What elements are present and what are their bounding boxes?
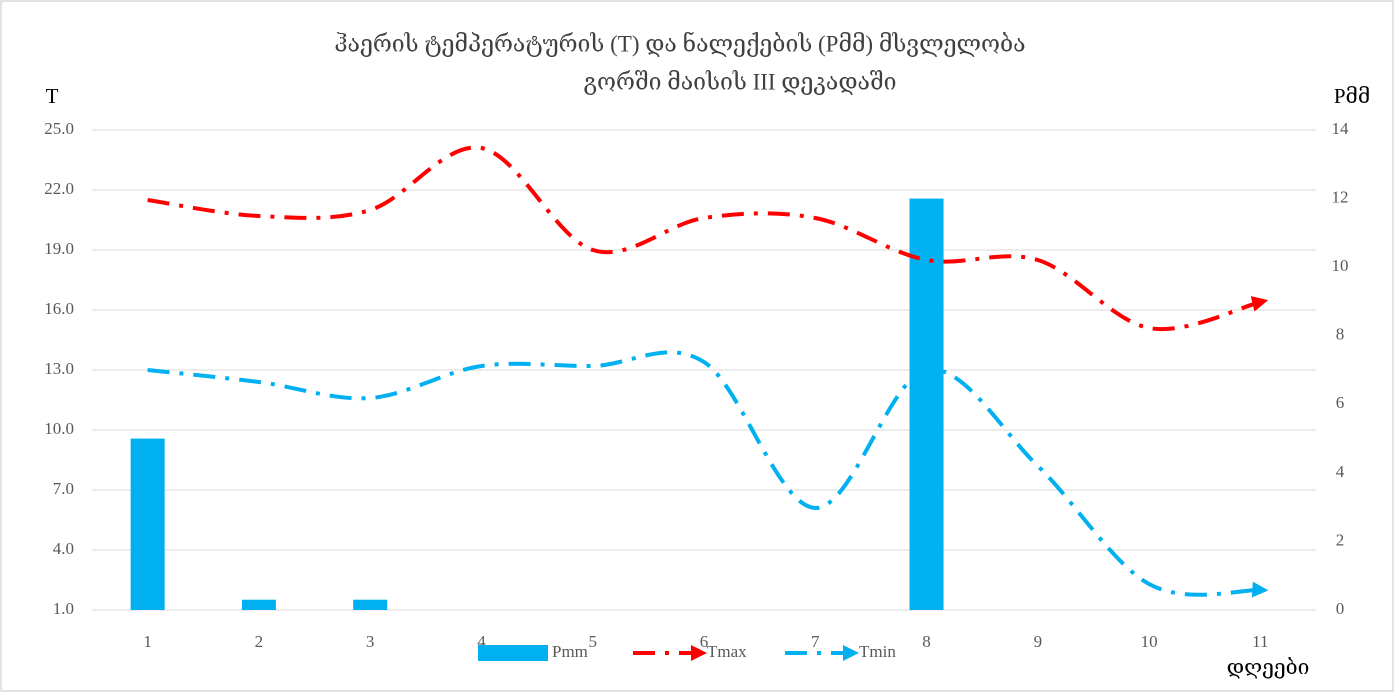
y2-tick-label: 6 (1336, 393, 1345, 412)
legend-arrow (691, 645, 707, 661)
chart-title: გორში მაისის III დეკადაში (584, 69, 897, 94)
x-tick-label: 1 (143, 632, 152, 651)
line (147, 145, 1269, 332)
x-tick-label: 6 (700, 632, 709, 651)
legend-arrow (843, 645, 859, 661)
x-axis-title: დღეები (1227, 655, 1310, 679)
legend-label: Tmax (707, 642, 747, 661)
y-tick-label: 4.0 (53, 539, 74, 558)
legend-swatch (478, 645, 548, 661)
y-tick-label: 25.0 (44, 119, 74, 138)
y-tick-label: 13.0 (44, 359, 74, 378)
x-tick-label: 3 (366, 632, 375, 651)
y-axis-title: T (46, 84, 59, 108)
y-tick-label: 19.0 (44, 239, 74, 258)
bar (353, 599, 388, 610)
y-tick-label: 10.0 (44, 419, 74, 438)
y2-tick-label: 2 (1336, 530, 1345, 549)
legend-label: Tmin (859, 642, 896, 661)
x-tick-label: 10 (1141, 632, 1158, 651)
y-tick-label: 1.0 (53, 599, 74, 618)
y2-tick-label: 0 (1336, 599, 1345, 618)
y2-tick-label: 12 (1332, 187, 1349, 206)
y-tick-label: 7.0 (53, 479, 74, 498)
bar (130, 438, 165, 610)
x-tick-label: 2 (255, 632, 264, 651)
y2-tick-label: 4 (1336, 462, 1345, 481)
x-tick-label: 5 (588, 632, 597, 651)
x-tick-label: 11 (1252, 632, 1268, 651)
y-tick-label: 16.0 (44, 299, 74, 318)
x-tick-label: 8 (922, 632, 931, 651)
bar (241, 599, 276, 610)
bar (909, 198, 944, 611)
y2-tick-label: 14 (1332, 119, 1350, 138)
x-tick-label: 7 (811, 632, 820, 651)
chart-title: ჰაერის ტემპერატურის (T) და ნალექების (Pმ… (334, 31, 1025, 56)
x-tick-label: 4 (477, 632, 486, 651)
y2-axis-title: Pმმ (1334, 84, 1370, 108)
y-tick-label: 22.0 (44, 179, 74, 198)
x-tick-label: 9 (1034, 632, 1043, 651)
y2-tick-label: 8 (1336, 325, 1345, 344)
legend-label: Pmm (552, 642, 588, 661)
y2-tick-label: 10 (1332, 256, 1349, 275)
